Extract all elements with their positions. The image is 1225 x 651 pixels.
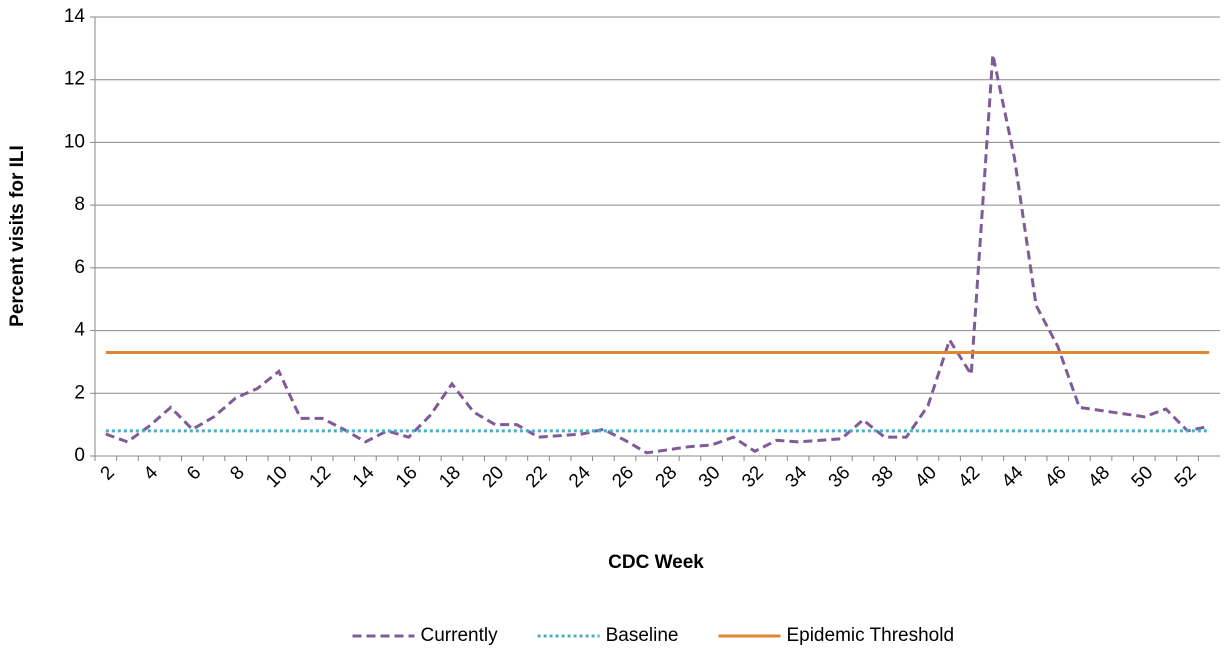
y-tick-label: 0 — [74, 445, 85, 466]
x-tick-label: 24 — [565, 462, 595, 492]
legend-label: Epidemic Threshold — [786, 625, 954, 646]
x-tick-label: 28 — [652, 462, 682, 492]
y-tick-label: 8 — [74, 194, 85, 215]
y-tick-label: 12 — [64, 69, 85, 90]
x-tick-label: 10 — [262, 462, 292, 492]
x-tick-label: 14 — [349, 462, 379, 492]
x-tick-label: 52 — [1171, 462, 1201, 492]
x-tick-label: 26 — [608, 462, 638, 492]
x-tick-label: 32 — [738, 462, 768, 492]
legend-label: Baseline — [606, 625, 679, 646]
x-tick-label: 40 — [911, 462, 941, 492]
legend-label: Currently — [421, 625, 499, 646]
x-tick-label: 38 — [868, 462, 898, 492]
x-tick-label: 18 — [435, 462, 465, 492]
x-tick-label: 20 — [479, 462, 509, 492]
x-tick-label: 6 — [183, 462, 205, 484]
x-tick-label: 42 — [954, 462, 984, 492]
x-tick-label: 2 — [97, 462, 119, 484]
x-tick-label: 44 — [998, 462, 1028, 492]
x-tick-label: 8 — [226, 462, 248, 484]
x-tick-label: 12 — [305, 462, 335, 492]
y-tick-label: 4 — [74, 320, 85, 341]
y-tick-label: 2 — [74, 382, 85, 403]
y-axis-title: Percent visits for ILI — [7, 145, 28, 327]
y-tick-label: 6 — [74, 257, 85, 278]
x-tick-label: 16 — [392, 462, 422, 492]
x-tick-label: 30 — [695, 462, 725, 492]
x-tick-label: 50 — [1128, 462, 1158, 492]
x-tick-label: 4 — [140, 462, 163, 485]
x-tick-label: 46 — [1041, 462, 1071, 492]
x-tick-label: 34 — [781, 462, 811, 492]
x-tick-label: 48 — [1084, 462, 1114, 492]
y-tick-label: 14 — [64, 6, 86, 27]
x-tick-label: 22 — [522, 462, 552, 492]
x-axis-title: CDC Week — [608, 552, 704, 573]
y-tick-label: 10 — [64, 131, 85, 152]
x-tick-label: 36 — [825, 462, 855, 492]
series-line — [105, 54, 1210, 455]
